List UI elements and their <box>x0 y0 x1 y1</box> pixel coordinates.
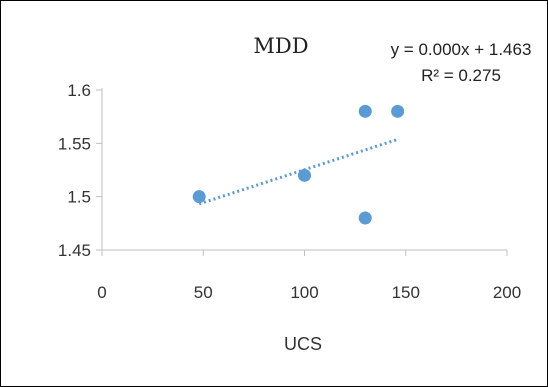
axes-layer: 1.6 1.55 1.5 1.45 0 50 100 150 200 <box>58 81 521 302</box>
x-tick-label: 50 <box>194 283 213 302</box>
trendline-r-squared: R² = 0.275 <box>421 66 501 85</box>
trendline-equation: y = 0.000x + 1.463 <box>391 40 532 59</box>
x-axis-label: UCS <box>284 334 322 354</box>
trendline-layer <box>198 137 399 206</box>
trendline <box>198 137 399 206</box>
y-tick-label: 1.6 <box>67 81 91 100</box>
points-layer <box>192 104 405 225</box>
x-tick-label: 150 <box>392 283 420 302</box>
data-point <box>192 190 206 204</box>
data-point <box>358 104 372 118</box>
data-point <box>358 211 372 225</box>
chart-title: MDD <box>253 34 308 58</box>
data-point <box>298 168 311 182</box>
y-tick-label: 1.5 <box>67 188 91 207</box>
data-point <box>391 104 405 118</box>
x-tick-label: 100 <box>290 283 318 302</box>
y-tick-label: 1.55 <box>58 134 91 153</box>
x-tick-label: 200 <box>493 283 521 302</box>
y-tick-label: 1.45 <box>58 241 91 260</box>
x-tick-label: 0 <box>97 283 106 302</box>
